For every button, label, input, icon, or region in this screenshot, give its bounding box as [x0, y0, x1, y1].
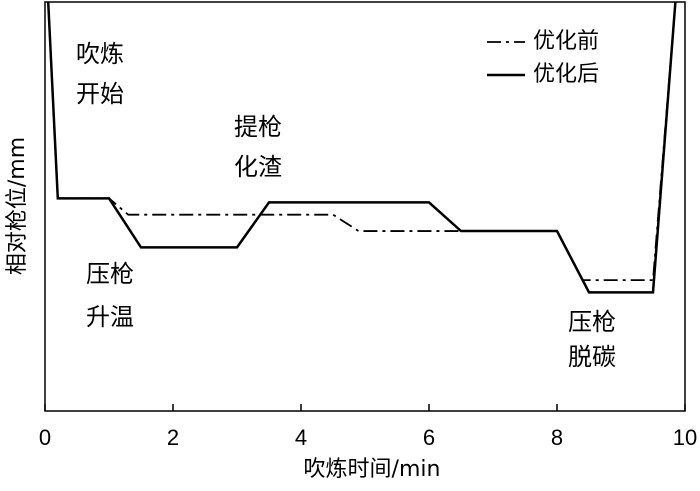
annotation: 脱碳 — [568, 343, 616, 371]
x-axis-label: 吹炼时间/min — [304, 457, 441, 482]
annotation: 化渣 — [234, 153, 282, 181]
x-tick-label: 4 — [295, 425, 307, 450]
annotation: 压枪 — [568, 308, 616, 336]
annotation: 吹炼 — [76, 40, 124, 68]
annotation: 压枪 — [86, 260, 134, 288]
x-tick-label: 0 — [39, 425, 51, 450]
x-tick-label: 6 — [423, 425, 435, 450]
legend-label: 优化前 — [533, 29, 599, 54]
y-axis-label: 相对枪位/mm — [5, 137, 30, 275]
annotation: 开始 — [76, 80, 124, 108]
annotation: 提枪 — [234, 113, 282, 141]
plot-area — [46, 2, 677, 294]
x-tick-label: 10 — [673, 425, 697, 450]
x-tick-label: 8 — [551, 425, 563, 450]
annotation: 升温 — [86, 303, 134, 331]
x-tick-label: 2 — [167, 425, 179, 450]
legend-label: 优化后 — [533, 62, 599, 87]
series-line — [46, 2, 677, 294]
plot-frame — [44, 1, 686, 412]
